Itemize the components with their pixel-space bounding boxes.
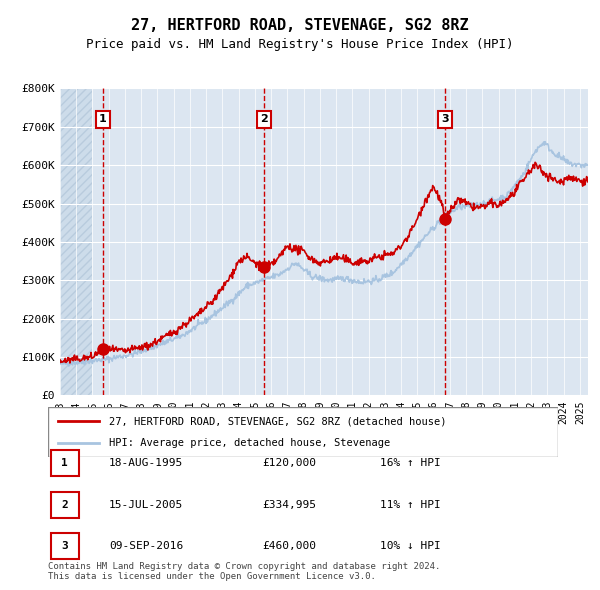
Text: £460,000: £460,000 <box>262 541 316 551</box>
Text: 18-AUG-1995: 18-AUG-1995 <box>109 458 184 468</box>
Text: 11% ↑ HPI: 11% ↑ HPI <box>380 500 440 510</box>
Text: 2: 2 <box>260 114 268 124</box>
Text: 27, HERTFORD ROAD, STEVENAGE, SG2 8RZ (detached house): 27, HERTFORD ROAD, STEVENAGE, SG2 8RZ (d… <box>109 416 446 426</box>
Text: 15-JUL-2005: 15-JUL-2005 <box>109 500 184 510</box>
FancyBboxPatch shape <box>50 451 79 477</box>
Text: 27, HERTFORD ROAD, STEVENAGE, SG2 8RZ: 27, HERTFORD ROAD, STEVENAGE, SG2 8RZ <box>131 18 469 32</box>
Text: Price paid vs. HM Land Registry's House Price Index (HPI): Price paid vs. HM Land Registry's House … <box>86 38 514 51</box>
Text: 1: 1 <box>99 114 107 124</box>
Text: 1: 1 <box>61 458 68 468</box>
Bar <box>60 88 92 395</box>
Text: 09-SEP-2016: 09-SEP-2016 <box>109 541 184 551</box>
FancyBboxPatch shape <box>50 492 79 518</box>
Text: 10% ↓ HPI: 10% ↓ HPI <box>380 541 440 551</box>
Text: 3: 3 <box>441 114 449 124</box>
Text: HPI: Average price, detached house, Stevenage: HPI: Average price, detached house, Stev… <box>109 438 391 448</box>
Text: 2: 2 <box>61 500 68 510</box>
Text: Contains HM Land Registry data © Crown copyright and database right 2024.
This d: Contains HM Land Registry data © Crown c… <box>48 562 440 581</box>
Text: 16% ↑ HPI: 16% ↑ HPI <box>380 458 440 468</box>
Text: £334,995: £334,995 <box>262 500 316 510</box>
FancyBboxPatch shape <box>48 407 558 457</box>
Text: £120,000: £120,000 <box>262 458 316 468</box>
Text: 3: 3 <box>61 541 68 551</box>
FancyBboxPatch shape <box>50 533 79 559</box>
